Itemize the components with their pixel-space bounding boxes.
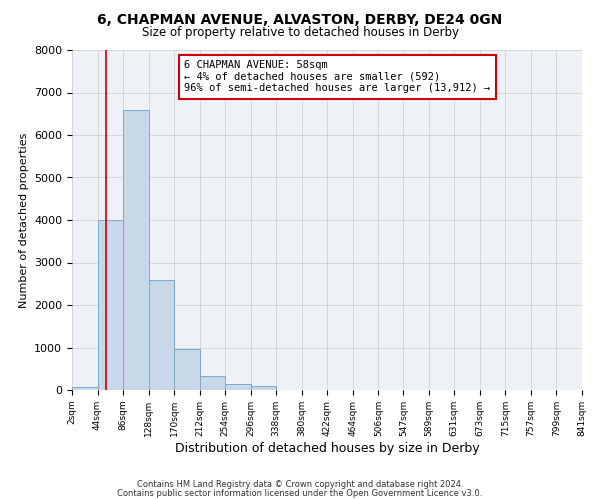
Text: 6 CHAPMAN AVENUE: 58sqm
← 4% of detached houses are smaller (592)
96% of semi-de: 6 CHAPMAN AVENUE: 58sqm ← 4% of detached… (184, 60, 490, 94)
Y-axis label: Number of detached properties: Number of detached properties (19, 132, 29, 308)
Text: Contains public sector information licensed under the Open Government Licence v3: Contains public sector information licen… (118, 488, 482, 498)
Bar (149, 280, 174, 390)
Bar (251, 386, 276, 390)
Text: Contains HM Land Registry data © Crown copyright and database right 2024.: Contains HM Land Registry data © Crown c… (137, 480, 463, 489)
Text: 6, CHAPMAN AVENUE, ALVASTON, DERBY, DE24 0GN: 6, CHAPMAN AVENUE, ALVASTON, DERBY, DE24… (97, 12, 503, 26)
Bar (72, 388, 98, 390)
Bar (200, 376, 225, 390)
X-axis label: Distribution of detached houses by size in Derby: Distribution of detached houses by size … (175, 442, 479, 454)
Text: Size of property relative to detached houses in Derby: Size of property relative to detached ho… (142, 26, 458, 39)
Bar (98, 220, 123, 390)
Bar (123, 110, 149, 390)
Bar (174, 349, 200, 390)
Bar (225, 384, 251, 390)
